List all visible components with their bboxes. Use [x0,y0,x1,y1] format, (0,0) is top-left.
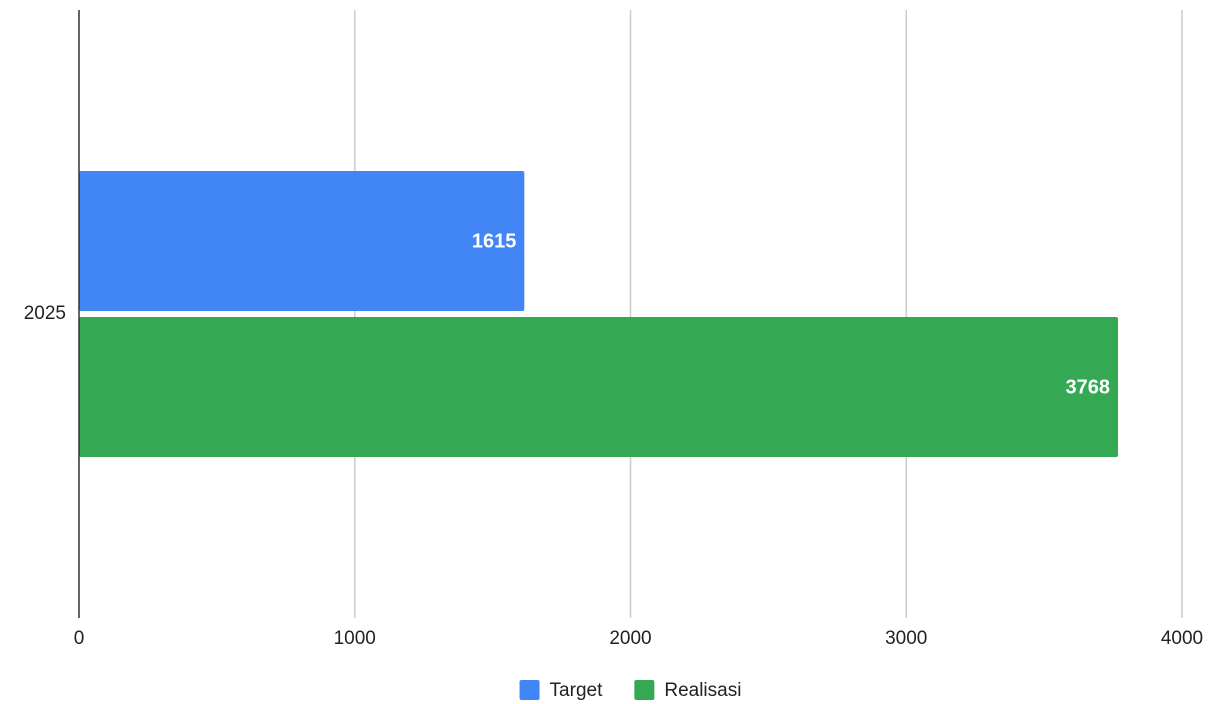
bar [79,171,525,311]
bar [79,317,1119,457]
data-label: 3768 [1066,376,1111,398]
x-tick-label: 1000 [334,628,376,649]
y-tick-label: 2025 [24,303,66,324]
legend-label: Realisasi [664,680,741,701]
x-tick-label: 4000 [1161,628,1203,649]
legend-swatch [634,680,655,700]
x-tick-label: 2000 [609,628,651,649]
data-label: 1615 [472,230,517,252]
legend-swatch [519,680,540,700]
legend-label: Target [550,680,604,701]
x-tick-label: 3000 [885,628,927,649]
x-tick-label: 0 [74,628,85,649]
